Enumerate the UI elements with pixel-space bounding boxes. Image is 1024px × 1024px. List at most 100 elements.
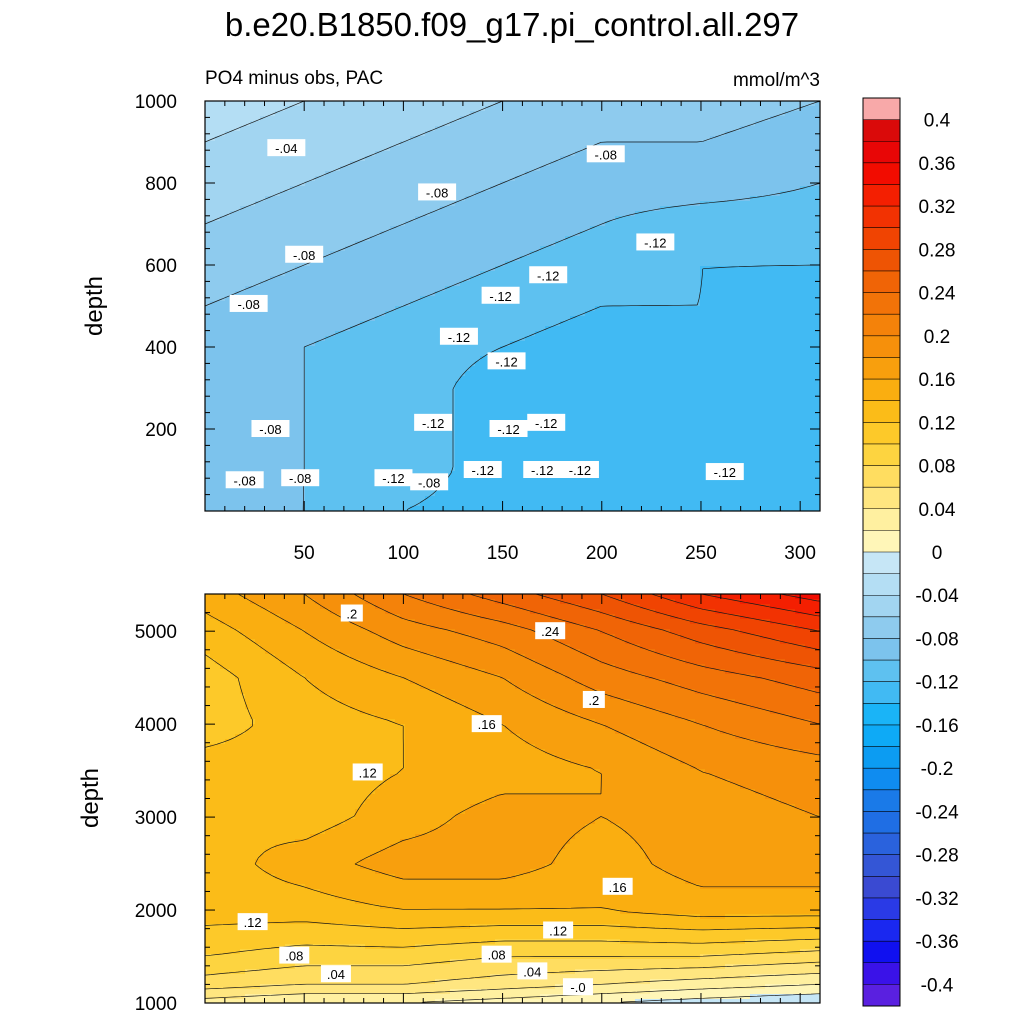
- heatmap-cell: [630, 251, 636, 257]
- heatmap-cell: [255, 126, 261, 132]
- heatmap-cell: [415, 286, 421, 292]
- heatmap-cell: [565, 291, 571, 297]
- heatmap-cell: [675, 111, 681, 117]
- heatmap-cell: [655, 186, 661, 192]
- heatmap-cell: [805, 166, 811, 172]
- heatmap-cell: [270, 301, 276, 307]
- heatmap-cell: [610, 216, 616, 222]
- heatmap-cell: [440, 156, 446, 162]
- heatmap-cell: [815, 186, 820, 192]
- heatmap-cell: [690, 226, 696, 232]
- heatmap-cell: [570, 266, 576, 272]
- heatmap-cell: [300, 161, 306, 167]
- heatmap-cell: [790, 276, 796, 282]
- heatmap-cell: [815, 166, 820, 172]
- heatmap-cell: [650, 156, 656, 162]
- heatmap-cell: [805, 146, 811, 152]
- heatmap-cell: [470, 121, 476, 127]
- heatmap-cell: [505, 126, 511, 132]
- heatmap-cell: [265, 101, 271, 107]
- heatmap-cell: [735, 191, 741, 197]
- heatmap-cell: [370, 291, 376, 297]
- heatmap-cell: [270, 221, 276, 227]
- heatmap-cell: [580, 141, 586, 147]
- heatmap-cell: [430, 146, 436, 152]
- heatmap-cell: [725, 101, 731, 107]
- heatmap-cell: [560, 241, 566, 247]
- heatmap-cell: [670, 196, 676, 202]
- heatmap-cell: [740, 276, 746, 282]
- heatmap-cell: [605, 141, 611, 147]
- heatmap-cell: [745, 226, 751, 232]
- heatmap-cell: [615, 136, 621, 142]
- heatmap-cell: [345, 136, 351, 142]
- heatmap-cell: [400, 186, 406, 192]
- heatmap-cell: [735, 216, 741, 222]
- heatmap-cell: [430, 251, 436, 257]
- heatmap-cell: [685, 161, 691, 167]
- heatmap-cell: [435, 126, 441, 132]
- heatmap-cell: [595, 186, 601, 192]
- heatmap-cell: [590, 291, 596, 297]
- heatmap-cell: [790, 286, 796, 292]
- heatmap-cell: [655, 266, 661, 272]
- heatmap-cell: [600, 126, 606, 132]
- heatmap-cell: [590, 126, 596, 132]
- heatmap-cell: [240, 251, 246, 257]
- heatmap-cell: [515, 251, 521, 257]
- heatmap-cell: [210, 176, 216, 182]
- heatmap-cell: [775, 181, 781, 187]
- heatmap-cell: [335, 286, 341, 292]
- heatmap-cell: [740, 266, 746, 272]
- heatmap-cell: [800, 211, 806, 217]
- heatmap-cell: [555, 191, 561, 197]
- heatmap-cell: [760, 231, 766, 237]
- heatmap-cell: [590, 196, 596, 202]
- heatmap-cell: [575, 136, 581, 142]
- heatmap-cell: [380, 241, 386, 247]
- heatmap-cell: [400, 276, 406, 282]
- heatmap-cell: [500, 231, 506, 237]
- heatmap-cell: [665, 106, 671, 112]
- heatmap-cell: [280, 131, 286, 137]
- heatmap-cell: [575, 156, 581, 162]
- heatmap-cell: [220, 246, 226, 252]
- heatmap-cell: [330, 216, 336, 222]
- heatmap-cell: [320, 176, 326, 182]
- heatmap-cell: [800, 196, 806, 202]
- heatmap-cell: [755, 266, 761, 272]
- heatmap-cell: [810, 161, 816, 167]
- heatmap-cell: [685, 116, 691, 122]
- heatmap-cell: [280, 216, 286, 222]
- heatmap-cell: [705, 171, 711, 177]
- heatmap-cell: [660, 196, 666, 202]
- heatmap-cell: [240, 221, 246, 227]
- heatmap-cell: [520, 271, 526, 277]
- heatmap-cell: [800, 156, 806, 162]
- heatmap-cell: [320, 196, 326, 202]
- heatmap-cell: [745, 281, 751, 287]
- heatmap-cell: [520, 146, 526, 152]
- heatmap-cell: [255, 191, 261, 197]
- heatmap-cell: [485, 281, 491, 287]
- heatmap-cell: [465, 156, 471, 162]
- heatmap-cell: [780, 256, 786, 262]
- heatmap-cell: [625, 246, 631, 252]
- heatmap-cell: [235, 276, 241, 282]
- heatmap-cell: [730, 191, 736, 197]
- heatmap-cell: [745, 251, 751, 257]
- heatmap-cell: [525, 161, 531, 167]
- heatmap-cell: [630, 261, 636, 267]
- heatmap-cell: [535, 146, 541, 152]
- heatmap-cell: [665, 191, 671, 197]
- heatmap-cell: [715, 166, 721, 172]
- heatmap-cell: [385, 176, 391, 182]
- heatmap-cell: [535, 286, 541, 292]
- heatmap-cell: [700, 216, 706, 222]
- heatmap-cell: [615, 226, 621, 232]
- heatmap-cell: [300, 156, 306, 162]
- heatmap-cell: [595, 171, 601, 177]
- heatmap-cell: [325, 271, 331, 277]
- heatmap-cell: [235, 261, 241, 267]
- heatmap-cell: [675, 136, 681, 142]
